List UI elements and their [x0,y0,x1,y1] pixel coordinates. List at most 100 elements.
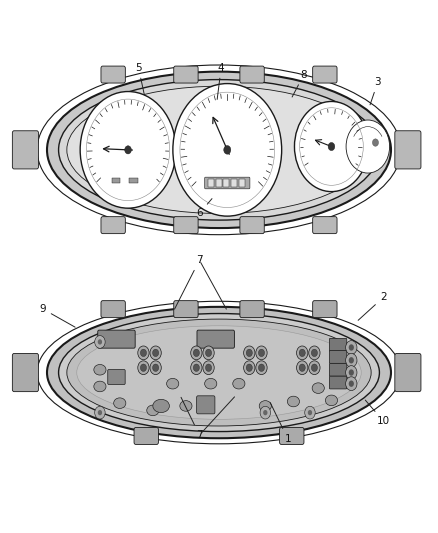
Circle shape [244,361,255,375]
Circle shape [256,346,267,360]
Circle shape [258,349,265,357]
Circle shape [299,364,305,372]
FancyBboxPatch shape [174,66,198,83]
Bar [231,179,237,187]
Circle shape [193,364,199,372]
FancyBboxPatch shape [134,427,159,445]
Circle shape [224,146,231,154]
FancyBboxPatch shape [240,301,264,318]
FancyBboxPatch shape [313,216,337,233]
Text: 7: 7 [175,255,203,309]
Circle shape [372,139,378,146]
Circle shape [193,349,199,357]
Circle shape [346,353,357,367]
Circle shape [346,366,357,379]
Circle shape [258,364,265,372]
FancyBboxPatch shape [12,131,39,169]
FancyBboxPatch shape [197,396,215,414]
Circle shape [95,336,105,348]
FancyBboxPatch shape [101,216,125,233]
Bar [208,179,214,187]
Circle shape [125,146,131,154]
Circle shape [141,349,146,357]
Circle shape [349,369,354,376]
Ellipse shape [233,378,245,389]
Ellipse shape [47,307,391,438]
FancyBboxPatch shape [395,131,421,169]
Ellipse shape [287,396,300,407]
Circle shape [191,361,202,375]
Circle shape [246,349,252,357]
Circle shape [246,364,252,372]
Circle shape [311,364,318,372]
Text: 3: 3 [370,77,381,105]
Ellipse shape [59,313,379,432]
FancyBboxPatch shape [98,330,135,348]
Circle shape [150,346,161,360]
Circle shape [349,357,354,364]
FancyBboxPatch shape [313,301,337,318]
Circle shape [311,349,318,357]
FancyBboxPatch shape [240,66,264,83]
FancyBboxPatch shape [313,66,337,83]
Circle shape [205,364,212,372]
Ellipse shape [114,398,126,408]
Circle shape [297,361,308,375]
Circle shape [309,346,320,360]
Text: 8: 8 [292,70,307,97]
Circle shape [138,346,149,360]
Circle shape [80,92,176,208]
Ellipse shape [259,401,272,411]
Ellipse shape [147,405,159,416]
Ellipse shape [94,381,106,392]
FancyBboxPatch shape [329,376,347,389]
Circle shape [346,377,357,391]
FancyBboxPatch shape [174,216,198,233]
Circle shape [308,410,312,415]
FancyBboxPatch shape [329,351,347,364]
Ellipse shape [59,79,379,220]
Ellipse shape [67,86,371,214]
Circle shape [244,346,255,360]
Circle shape [349,344,354,351]
Circle shape [150,361,161,375]
FancyBboxPatch shape [240,216,264,233]
Text: 6: 6 [196,199,212,219]
Circle shape [205,349,212,357]
Ellipse shape [153,399,170,413]
Circle shape [203,361,214,375]
Ellipse shape [205,378,217,389]
FancyBboxPatch shape [101,66,125,83]
FancyBboxPatch shape [12,353,39,392]
Circle shape [173,84,282,216]
Ellipse shape [166,378,179,389]
Bar [129,177,138,183]
Circle shape [297,346,308,360]
Ellipse shape [180,401,192,411]
Bar [112,177,120,183]
FancyBboxPatch shape [279,427,304,445]
Circle shape [98,410,102,415]
Circle shape [346,341,357,354]
Circle shape [346,120,390,173]
Bar [215,179,222,187]
Circle shape [328,142,335,151]
Circle shape [299,349,305,357]
FancyBboxPatch shape [395,353,421,392]
Ellipse shape [67,319,371,426]
Text: 2: 2 [358,292,387,320]
Circle shape [305,406,315,419]
Circle shape [260,406,271,419]
FancyBboxPatch shape [329,338,347,351]
Ellipse shape [47,71,391,228]
Circle shape [203,346,214,360]
Ellipse shape [94,365,106,375]
Text: 10: 10 [365,400,390,426]
Circle shape [141,364,146,372]
Text: 7: 7 [181,397,203,440]
Text: 1: 1 [270,402,291,444]
Circle shape [152,349,159,357]
Circle shape [152,364,159,372]
FancyBboxPatch shape [101,301,125,318]
FancyBboxPatch shape [197,330,234,348]
